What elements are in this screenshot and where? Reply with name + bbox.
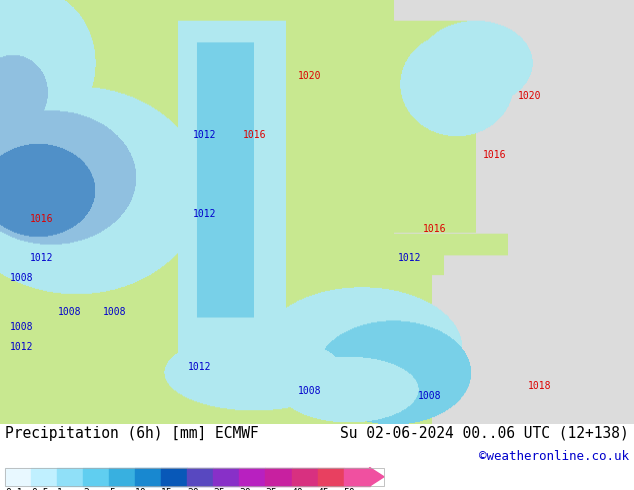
Text: 35: 35 xyxy=(266,488,277,490)
Text: 1008: 1008 xyxy=(418,391,442,401)
Bar xyxy=(109,467,135,486)
Text: 1020: 1020 xyxy=(298,71,321,81)
Text: 1012: 1012 xyxy=(30,253,53,263)
Text: 1008: 1008 xyxy=(103,307,127,318)
Bar xyxy=(318,467,344,486)
Text: 1012: 1012 xyxy=(193,209,217,219)
Text: 10: 10 xyxy=(135,488,147,490)
Text: 1012: 1012 xyxy=(398,253,422,263)
Text: 25: 25 xyxy=(214,488,225,490)
Text: ©weatheronline.co.uk: ©weatheronline.co.uk xyxy=(479,450,629,464)
Bar xyxy=(292,467,318,486)
Bar xyxy=(344,467,370,486)
Bar xyxy=(214,467,240,486)
Text: 1020: 1020 xyxy=(518,91,541,100)
Bar xyxy=(161,467,188,486)
Text: 2: 2 xyxy=(83,488,89,490)
Text: 50: 50 xyxy=(344,488,355,490)
Text: 30: 30 xyxy=(240,488,251,490)
Text: 1016: 1016 xyxy=(424,223,447,234)
Bar xyxy=(188,467,214,486)
Text: 20: 20 xyxy=(188,488,199,490)
Text: 15: 15 xyxy=(161,488,173,490)
Polygon shape xyxy=(370,467,384,486)
Text: 5: 5 xyxy=(109,488,115,490)
Bar xyxy=(266,467,292,486)
Bar xyxy=(5,467,384,486)
Text: 1008: 1008 xyxy=(58,307,82,318)
Text: 40: 40 xyxy=(292,488,303,490)
Text: 1008: 1008 xyxy=(10,322,34,332)
Text: Su 02-06-2024 00..06 UTC (12+138): Su 02-06-2024 00..06 UTC (12+138) xyxy=(340,426,629,441)
Text: 1016: 1016 xyxy=(243,130,267,140)
Text: 1016: 1016 xyxy=(483,150,507,160)
Text: 1012: 1012 xyxy=(193,130,217,140)
Text: 1008: 1008 xyxy=(10,273,34,283)
Text: 1016: 1016 xyxy=(30,214,53,224)
Text: 1012: 1012 xyxy=(188,362,212,371)
Text: Precipitation (6h) [mm] ECMWF: Precipitation (6h) [mm] ECMWF xyxy=(5,426,259,441)
Text: 1018: 1018 xyxy=(528,381,552,392)
Bar xyxy=(57,467,83,486)
Bar xyxy=(5,467,31,486)
Text: 1: 1 xyxy=(57,488,63,490)
Text: 1012: 1012 xyxy=(10,342,34,352)
Text: 45: 45 xyxy=(318,488,329,490)
Text: 1008: 1008 xyxy=(298,386,321,396)
Bar xyxy=(135,467,161,486)
Bar xyxy=(31,467,57,486)
Bar xyxy=(240,467,266,486)
Text: 0.5: 0.5 xyxy=(31,488,49,490)
Text: 0.1: 0.1 xyxy=(5,488,23,490)
Bar xyxy=(83,467,109,486)
